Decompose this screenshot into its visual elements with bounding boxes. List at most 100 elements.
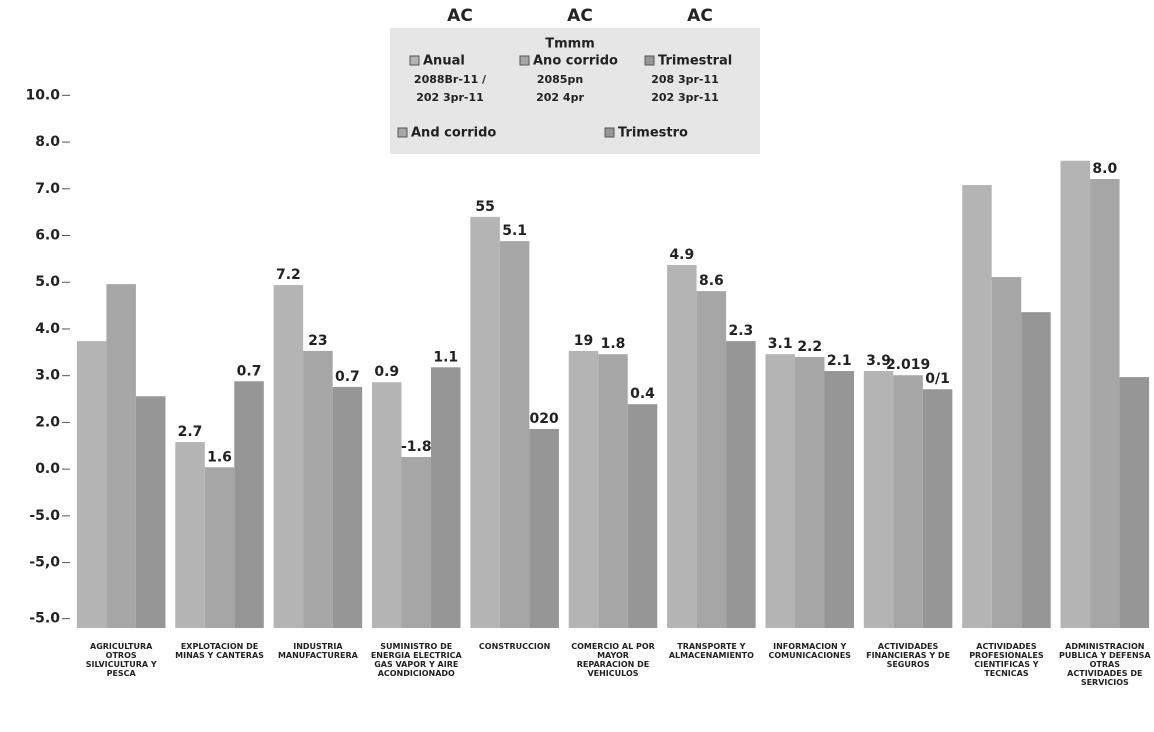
y-tick-label: 8.0 [35,134,60,150]
bar [135,396,166,628]
legend-header: AC [447,6,473,26]
bar-label: 2.019 [886,357,930,373]
bar-label: 1.6 [207,449,232,465]
bar [794,357,825,628]
x-tick-label: ACTIVIDADES FINANCIERAS Y DE SEGUROS [866,642,951,669]
bar-label: 7.2 [276,267,301,283]
bar-label: 0/1 [925,371,950,387]
bar-label: 3.9 [866,353,891,369]
x-tick-label: COMERCIO AL POR MAYOR REPARACION DE VEHI… [571,642,655,678]
bar [962,185,992,628]
x-tick-label: CONSTRUCCION [478,642,551,651]
legend-header: AC [567,6,593,26]
legend-swatch [397,127,408,138]
legend-swatch [519,55,530,66]
bar [175,442,205,628]
bar [991,277,1022,628]
bar [1021,312,1051,628]
bar [893,375,923,628]
x-tick-label: SUMINISTRO DE ENERGIA ELECTRICA GAS VAPO… [370,642,462,678]
bar-label: 2.2 [797,339,822,355]
bar-label: 8.6 [699,273,724,289]
y-tick-label: 7.0 [35,181,60,197]
bar-label: 19 [574,333,593,349]
y-tick-label: -5.0 [29,611,60,627]
bar [863,371,894,628]
bar-label: 0.9 [374,364,399,380]
bar [765,354,795,628]
bar-label: 23 [308,333,327,349]
bar [204,467,235,628]
y-tick-label: 5.0 [35,274,60,290]
bar-label: 0.7 [335,369,360,385]
bar-label: 1.1 [433,349,458,365]
y-tick-label: 6.0 [35,228,60,244]
legend-label: Trimestral [658,54,732,69]
y-tick-label: 3.0 [35,368,60,384]
bar-label: 1.8 [601,336,626,352]
bar [234,381,264,628]
x-tick-label: ACTIVIDADES PROFESIONALES CIENTIFICAS Y … [969,642,1044,678]
bar [1060,160,1091,629]
legend-box [390,28,760,154]
legend-footer: Trimestro [618,126,688,141]
y-tick-label: -5,0 [29,555,60,571]
legend-subtitle: 2085pn [537,73,583,86]
legend-header: AC [687,6,713,26]
bar [303,350,333,628]
bar-label: 3.1 [768,336,793,352]
bar-label: 2.7 [178,424,203,440]
bar-label: 0.7 [237,363,262,379]
x-tick-label: ADMINISTRACION PUBLICA Y DEFENSA OTRAS A… [1058,642,1151,687]
bar [922,389,953,628]
x-tick-label: EXPLOTACION DE MINAS Y CANTERAS [175,642,264,660]
bar [667,264,697,628]
bar [696,291,727,628]
legend-swatch [604,127,615,138]
legend-label: Ano corrido [533,54,618,69]
bar [627,404,658,628]
bar [598,354,628,628]
bar [529,428,559,628]
legend-label: Anual [423,54,465,69]
bar [499,241,530,628]
bar [568,350,599,628]
y-tick-label: 0.0 [35,461,60,477]
bar-label: -1.8 [401,439,432,455]
bar [431,367,461,628]
bar [1119,377,1150,628]
bar [824,371,854,628]
bar-label: 020 [530,411,559,427]
legend-subtitle: 2088Br-11 / [414,73,487,86]
bar [401,456,432,628]
y-tick-label: 10.0 [25,87,60,103]
bar-label: 2.1 [827,353,852,369]
legend-subtitle: 208 3pr-11 [651,73,719,86]
x-tick-label: TRANSPORTE Y ALMACENAMIENTO [668,642,754,660]
bar-label: 8.0 [1092,161,1117,177]
bar-label: 55 [475,199,494,215]
legend-subtitle: 202 4pr [536,91,584,104]
legend-footer: And corrido [411,126,496,141]
bar [470,216,500,629]
y-tick-label: 2.0 [35,414,60,430]
legend-subtitle: 202 3pr-11 [416,91,484,104]
bar [273,285,304,628]
legend-subtitle: 202 3pr-11 [651,91,719,104]
bar-label: 0.4 [630,386,655,402]
bar [372,382,402,628]
x-tick-label: INFORMACION Y COMUNICACIONES [768,642,851,660]
x-tick-label: INDUSTRIA MANUFACTURERA [277,642,358,660]
y-tick-label: -5.0 [29,508,60,524]
y-tick-label: 4.0 [35,321,60,337]
bar-label: 5.1 [502,223,527,239]
legend-swatch [409,55,420,66]
bar [76,341,107,628]
legend-title: Tmmm [545,37,595,52]
bar [106,284,136,628]
legend-swatch [644,55,655,66]
bar [332,386,363,628]
bar-label: 4.9 [669,247,694,263]
